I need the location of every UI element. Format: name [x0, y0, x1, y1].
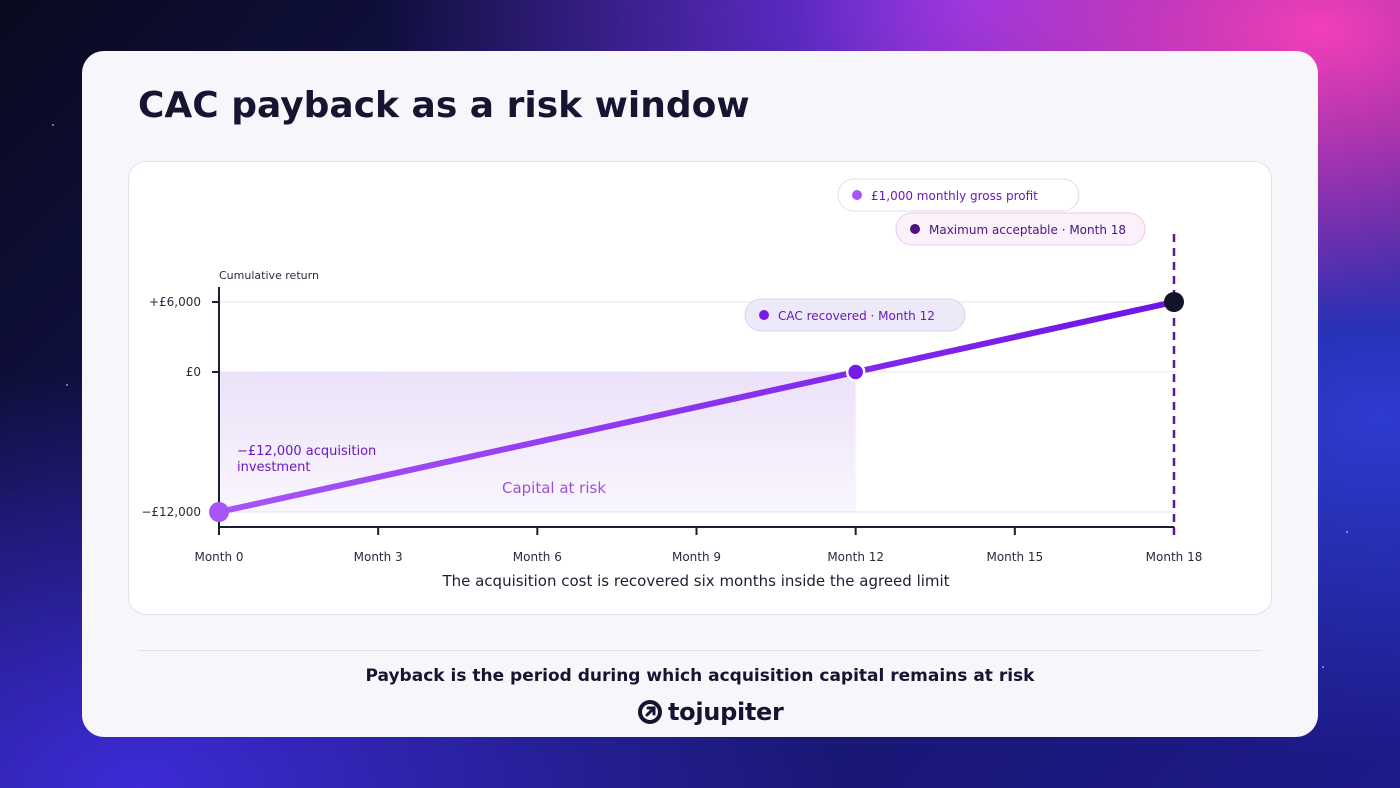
y-tick-label: £0	[186, 365, 201, 379]
recovered-callout: CAC recovered · Month 12	[744, 298, 966, 332]
x-tick-label: Month 9	[672, 550, 721, 564]
x-tick-label: Month 0	[194, 550, 243, 564]
brand-name: tojupiter	[668, 698, 784, 726]
x-tick-label: Month 6	[513, 550, 562, 564]
x-tick-label: Month 15	[986, 550, 1043, 564]
recovered-callout-dot	[759, 310, 769, 320]
recovered-callout-bg	[744, 298, 966, 332]
recovered-callout-text: CAC recovered · Month 12	[778, 309, 935, 323]
max-acceptable-legend-text: Maximum acceptable · Month 18	[929, 223, 1126, 237]
gross-profit-legend-text: £1,000 monthly gross profit	[871, 189, 1038, 203]
gross-profit-legend-bg	[837, 178, 1080, 212]
y-tick-label: +£6,000	[149, 295, 201, 309]
gross-profit-legend: £1,000 monthly gross profit	[837, 178, 1080, 212]
max-acceptable-legend-bg	[895, 212, 1146, 246]
x-tick-label: Month 3	[354, 550, 403, 564]
start-investment-label: −£12,000 acquisition	[237, 444, 376, 459]
x-axis-label: The acquisition cost is recovered six mo…	[441, 572, 949, 590]
footer-divider	[138, 650, 1262, 651]
page-title: CAC payback as a risk window	[138, 85, 750, 126]
start-investment-label: investment	[237, 460, 310, 475]
footer-caption: Payback is the period during which acqui…	[365, 666, 1035, 686]
y-tick-label: −£12,000	[141, 505, 201, 519]
chart-panel: +£6,000 £0 −£12,000 Month 0 Month 3 Month 6 Mo…	[128, 161, 1272, 615]
max-acceptable-legend-dot	[910, 224, 920, 234]
gross-profit-legend-dot	[852, 190, 862, 200]
start-point	[209, 502, 229, 522]
y-axis-label: Cumulative return	[219, 269, 319, 282]
x-tick-label: Month 18	[1146, 550, 1203, 564]
capital-at-risk-label: Capital at risk	[502, 479, 606, 497]
month-18-point	[1164, 292, 1184, 312]
brand-logo: tojupiter	[638, 696, 784, 728]
payback-chart: +£6,000 £0 −£12,000 Month 0 Month 3 Month 6 Mo…	[141, 178, 1203, 590]
slide-card: CAC payback as a risk window +£6,000 £0 −£…	[82, 51, 1318, 737]
x-tick-label: Month 12	[827, 550, 884, 564]
recovered-point	[845, 362, 866, 382]
tojupiter-logo-icon	[638, 700, 662, 724]
max-acceptable-legend: Maximum acceptable · Month 18	[895, 212, 1146, 246]
